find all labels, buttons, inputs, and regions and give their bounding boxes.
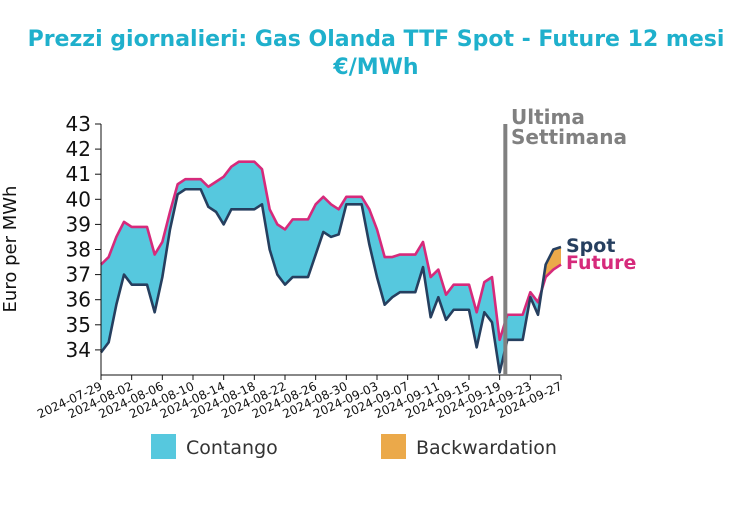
y-tick-label: 38 [66,238,91,262]
legend: Contango Backwardation [151,434,557,459]
end-label-future: Future [566,252,636,274]
y-tick-label: 35 [66,313,91,337]
y-tick-label: 39 [66,212,91,236]
chart-subtitle: €/MWh [332,55,418,80]
y-tick-label: 41 [66,162,91,186]
annotation-settimana: Settimana [511,125,627,149]
future-line [100,160,562,342]
spread-fills [101,161,561,373]
legend-label-backwardation: Backwardation [416,437,557,459]
y-tick-label: 43 [66,112,91,136]
legend-swatch-contango [151,434,176,459]
y-tick-label: 40 [66,187,91,211]
end-label-spot: Spot [566,235,615,257]
y-axis-label: Euro per MWh [0,186,21,313]
legend-label-contango: Contango [186,437,278,459]
series-lines [99,160,562,374]
chart-title: Prezzi giornalieri: Gas Olanda TTF Spot … [28,27,725,52]
y-tick-label: 36 [66,288,91,312]
spot-line [99,187,562,374]
annotation-ultima: Ultima [511,105,585,129]
backwardation-area [541,246,561,290]
legend-swatch-backwardation [381,434,406,459]
y-tick-label: 34 [66,338,91,362]
y-tick-label: 42 [66,137,91,161]
y-tick-label: 37 [66,263,91,287]
